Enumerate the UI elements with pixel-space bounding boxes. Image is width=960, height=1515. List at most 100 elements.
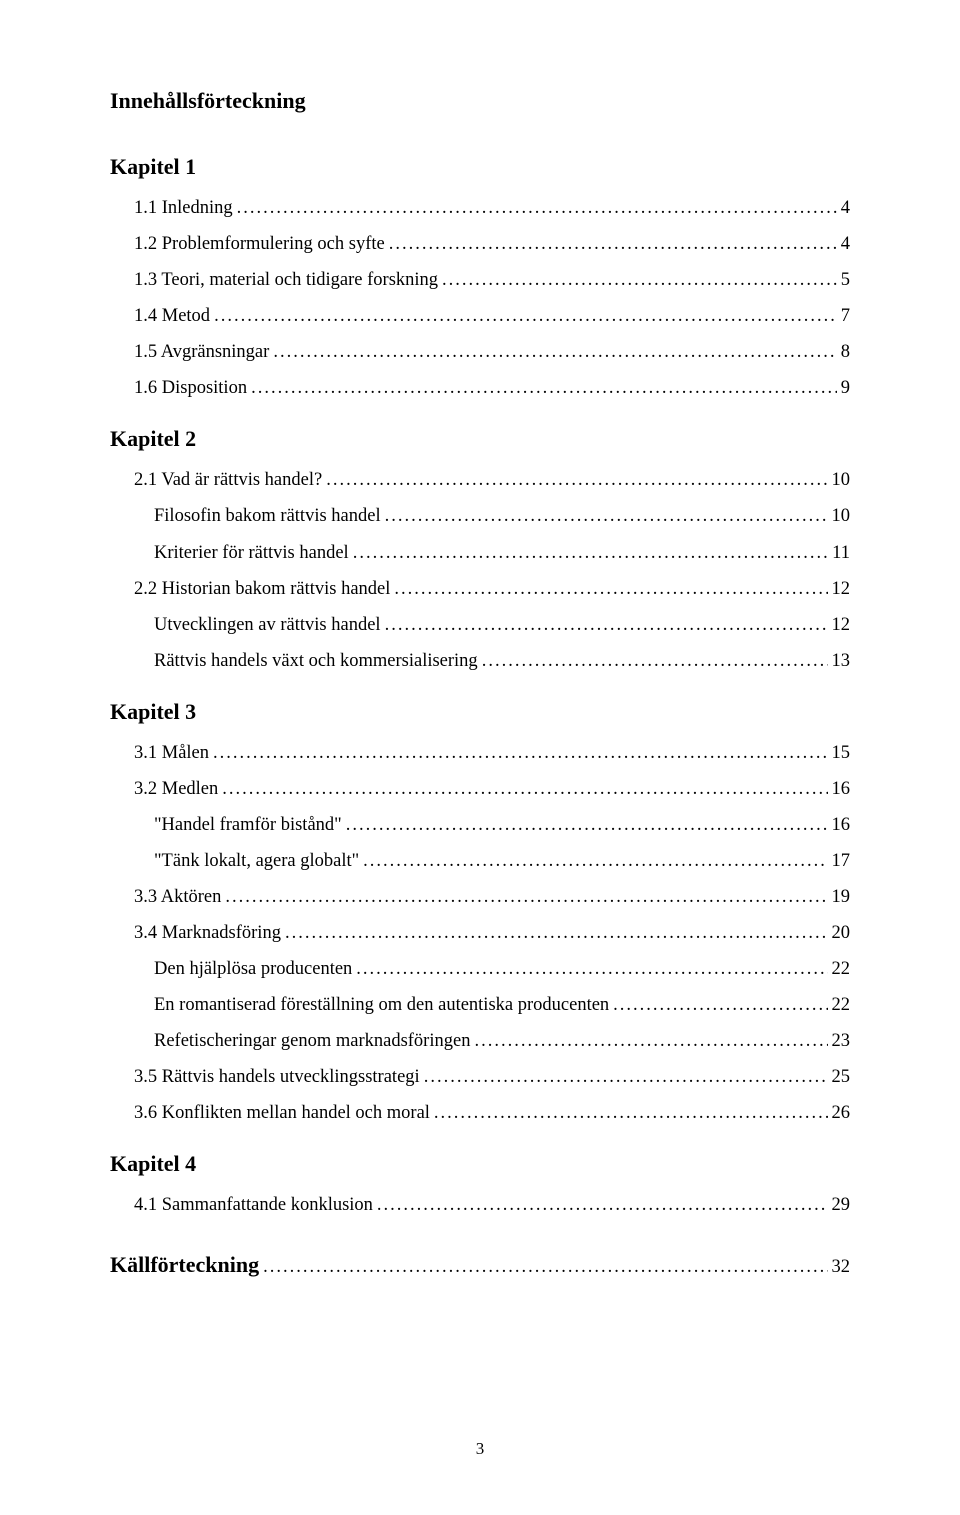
toc-leader bbox=[247, 370, 837, 406]
toc-leader bbox=[281, 915, 828, 951]
toc-page: 5 bbox=[837, 262, 850, 298]
toc-entry-label: 3.1 Målen bbox=[134, 735, 209, 771]
toc-entry: 1.5 Avgränsningar 8 bbox=[110, 334, 850, 370]
toc-page: 32 bbox=[828, 1249, 851, 1285]
toc-page: 23 bbox=[828, 1023, 851, 1059]
toc-entry-label: 1.6 Disposition bbox=[134, 370, 247, 406]
toc-leader bbox=[470, 1023, 827, 1059]
toc-page: 9 bbox=[837, 370, 850, 406]
chapter-heading: Kapitel 3 bbox=[110, 699, 850, 725]
chapter-heading: Källförteckning bbox=[110, 1244, 259, 1287]
toc-title: Innehållsförteckning bbox=[110, 88, 850, 114]
toc-page: 12 bbox=[828, 607, 851, 643]
toc-leader bbox=[381, 498, 828, 534]
toc-entry-label: 3.2 Medlen bbox=[134, 771, 218, 807]
toc-leader bbox=[322, 462, 827, 498]
toc-page: 25 bbox=[828, 1059, 851, 1095]
toc-entry: 3.4 Marknadsföring 20 bbox=[110, 915, 850, 951]
toc-leader bbox=[381, 607, 828, 643]
toc-leader bbox=[385, 226, 837, 262]
toc-entry-label: 3.3 Aktören bbox=[134, 879, 221, 915]
toc-entry-label: Den hjälplösa producenten bbox=[154, 951, 352, 987]
toc-page: 4 bbox=[837, 226, 850, 262]
toc-entry-label: 1.2 Problemformulering och syfte bbox=[134, 226, 385, 262]
toc-entry: 3.5 Rättvis handels utvecklingsstrategi 2… bbox=[110, 1059, 850, 1095]
chapter-heading: Kapitel 4 bbox=[110, 1151, 850, 1177]
toc-page: 16 bbox=[828, 771, 851, 807]
toc-body: Kapitel 11.1 Inledning41.2 Problemformul… bbox=[110, 154, 850, 1286]
toc-entry: En romantiserad föreställning om den aut… bbox=[110, 987, 850, 1023]
toc-entry-label: 2.1 Vad är rättvis handel? bbox=[134, 462, 322, 498]
toc-entry: 2.1 Vad är rättvis handel? 10 bbox=[110, 462, 850, 498]
toc-leader bbox=[609, 987, 827, 1023]
toc-leader bbox=[210, 298, 837, 334]
toc-leader bbox=[352, 951, 827, 987]
chapter-leaf-line: Källförteckning 32 bbox=[110, 1244, 850, 1287]
toc-leader bbox=[209, 735, 827, 771]
toc-entry-label: "Handel framför bistånd" bbox=[154, 807, 342, 843]
toc-leader bbox=[373, 1187, 828, 1223]
toc-leader bbox=[218, 771, 827, 807]
toc-entry-label: 1.1 Inledning bbox=[134, 190, 233, 226]
toc-entry: Utvecklingen av rättvis handel 12 bbox=[110, 607, 850, 643]
toc-entry: 3.6 Konflikten mellan handel och moral 26 bbox=[110, 1095, 850, 1131]
toc-page: 19 bbox=[828, 879, 851, 915]
toc-entry: 1.6 Disposition 9 bbox=[110, 370, 850, 406]
toc-entry-label: 1.5 Avgränsningar bbox=[134, 334, 269, 370]
toc-leader bbox=[420, 1059, 828, 1095]
toc-entry-label: Kriterier för rättvis handel bbox=[154, 535, 349, 571]
toc-page: 22 bbox=[828, 951, 851, 987]
toc-entry: 4.1 Sammanfattande konklusion 29 bbox=[110, 1187, 850, 1223]
toc-entry-label: En romantiserad föreställning om den aut… bbox=[154, 987, 609, 1023]
toc-page: 11 bbox=[828, 535, 850, 571]
toc-entry-label: 3.5 Rättvis handels utvecklingsstrategi bbox=[134, 1059, 420, 1095]
chapter-heading: Kapitel 2 bbox=[110, 426, 850, 452]
toc-entry: Den hjälplösa producenten 22 bbox=[110, 951, 850, 987]
toc-page: 29 bbox=[828, 1187, 851, 1223]
toc-entry-label: 4.1 Sammanfattande konklusion bbox=[134, 1187, 373, 1223]
toc-page: 10 bbox=[828, 498, 851, 534]
toc-leader bbox=[342, 807, 828, 843]
toc-page: 12 bbox=[828, 571, 851, 607]
toc-page: 7 bbox=[837, 298, 850, 334]
toc-entry-label: Filosofin bakom rättvis handel bbox=[154, 498, 381, 534]
toc-page: 10 bbox=[828, 462, 851, 498]
toc-leader bbox=[221, 879, 827, 915]
toc-page: 8 bbox=[837, 334, 850, 370]
toc-entry-label: Utvecklingen av rättvis handel bbox=[154, 607, 381, 643]
toc-entry-label: 3.4 Marknadsföring bbox=[134, 915, 281, 951]
toc-leader bbox=[359, 843, 827, 879]
toc-entry: Rättvis handels växt och kommersialiseri… bbox=[110, 643, 850, 679]
toc-leader bbox=[390, 571, 827, 607]
toc-page: 17 bbox=[828, 843, 851, 879]
toc-entry-label: "Tänk lokalt, agera globalt" bbox=[154, 843, 359, 879]
toc-entry: 1.2 Problemformulering och syfte 4 bbox=[110, 226, 850, 262]
chapter-heading: Kapitel 1 bbox=[110, 154, 850, 180]
toc-entry-label: 2.2 Historian bakom rättvis handel bbox=[134, 571, 390, 607]
toc-entry: Kriterier för rättvis handel 11 bbox=[110, 535, 850, 571]
toc-entry-label: 3.6 Konflikten mellan handel och moral bbox=[134, 1095, 430, 1131]
toc-leader bbox=[259, 1249, 827, 1285]
toc-leader bbox=[233, 190, 837, 226]
toc-leader bbox=[430, 1095, 828, 1131]
toc-entry: 1.3 Teori, material och tidigare forskni… bbox=[110, 262, 850, 298]
toc-entry-label: 1.3 Teori, material och tidigare forskni… bbox=[134, 262, 438, 298]
toc-page: 22 bbox=[828, 987, 851, 1023]
toc-page: 13 bbox=[828, 643, 851, 679]
toc-entry-label: Rättvis handels växt och kommersialiseri… bbox=[154, 643, 478, 679]
toc-page: 15 bbox=[828, 735, 851, 771]
toc-entry-label: 1.4 Metod bbox=[134, 298, 210, 334]
toc-entry: Filosofin bakom rättvis handel 10 bbox=[110, 498, 850, 534]
toc-page: 26 bbox=[828, 1095, 851, 1131]
toc-entry: "Handel framför bistånd" 16 bbox=[110, 807, 850, 843]
toc-entry: "Tänk lokalt, agera globalt" 17 bbox=[110, 843, 850, 879]
toc-entry: Refetischeringar genom marknadsföringen2… bbox=[110, 1023, 850, 1059]
toc-entry: 2.2 Historian bakom rättvis handel 12 bbox=[110, 571, 850, 607]
toc-leader bbox=[438, 262, 837, 298]
toc-entry: 3.3 Aktören 19 bbox=[110, 879, 850, 915]
toc-page: 4 bbox=[837, 190, 850, 226]
toc-entry: 3.2 Medlen 16 bbox=[110, 771, 850, 807]
toc-page: 16 bbox=[828, 807, 851, 843]
toc-page: 20 bbox=[828, 915, 851, 951]
toc-leader bbox=[269, 334, 836, 370]
